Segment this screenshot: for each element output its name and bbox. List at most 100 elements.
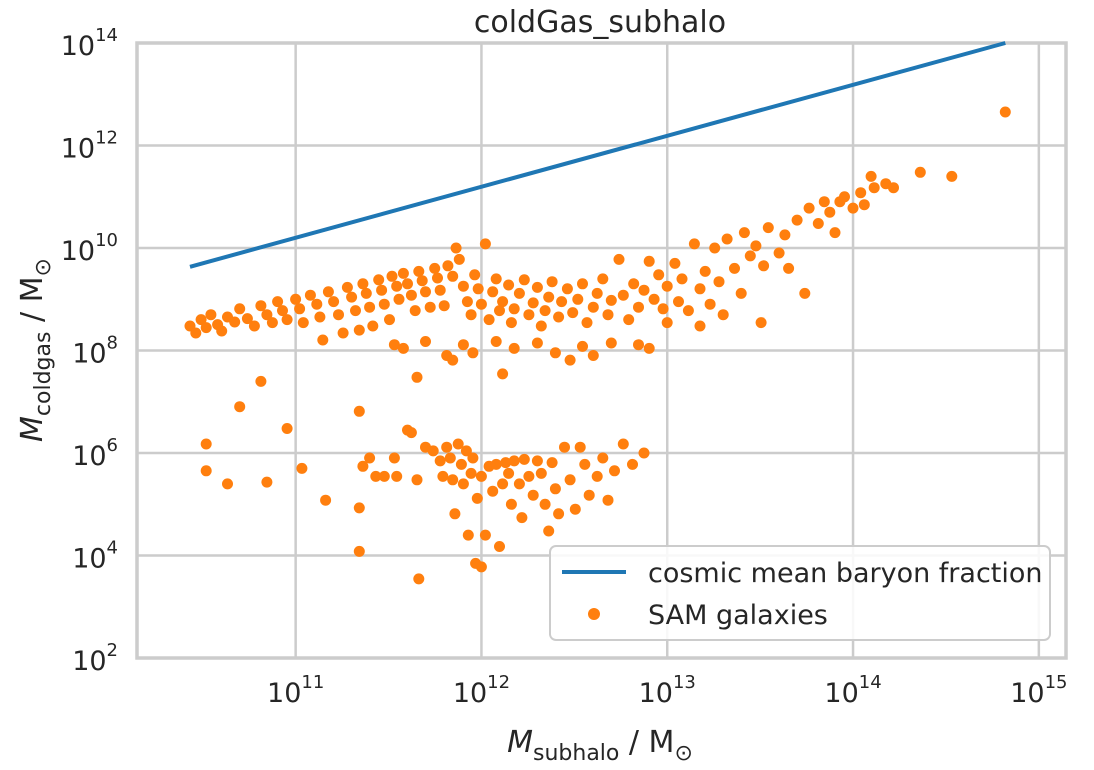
x-axis-label-subscript: subhalo <box>533 741 619 766</box>
data-point <box>527 297 539 309</box>
data-point <box>617 438 629 450</box>
data-point <box>333 309 344 321</box>
legend-box <box>549 545 1051 641</box>
data-point <box>553 311 565 323</box>
data-point <box>467 452 479 464</box>
data-point <box>633 301 644 313</box>
data-point <box>405 427 417 439</box>
data-point <box>467 347 479 359</box>
data-point <box>391 280 403 292</box>
data-point <box>657 303 669 315</box>
data-point <box>457 478 469 490</box>
x-tick-base: 10 <box>1010 678 1044 709</box>
data-point <box>457 339 469 351</box>
data-point <box>750 240 762 252</box>
y-tick-exponent: 14 <box>95 25 118 46</box>
data-point <box>472 283 484 295</box>
data-point <box>546 276 558 288</box>
data-point <box>429 262 441 274</box>
x-tick-label: 1012 <box>453 672 510 709</box>
data-point <box>402 278 413 290</box>
y-tick-base: 10 <box>72 646 106 677</box>
data-point <box>628 278 640 290</box>
y-axis-label-subscript: coldgas <box>31 332 56 417</box>
data-point <box>452 438 464 450</box>
series <box>184 41 1011 585</box>
data-point <box>688 238 700 250</box>
x-axis-label-symbol: M <box>507 725 533 760</box>
data-point <box>508 342 520 354</box>
baryon-fraction-line <box>189 41 1006 269</box>
data-point <box>364 301 376 313</box>
chart-title: coldGas_subhalo <box>474 5 726 40</box>
data-point <box>190 327 202 339</box>
x-tick-exponent: 12 <box>487 672 510 693</box>
data-point <box>503 467 515 479</box>
data-point <box>487 286 499 298</box>
data-point <box>483 314 495 326</box>
data-point <box>449 508 461 520</box>
data-point <box>494 305 505 317</box>
data-point <box>914 166 926 178</box>
data-point <box>261 476 273 488</box>
data-point <box>556 296 568 308</box>
data-point <box>497 478 509 490</box>
data-point <box>818 196 830 208</box>
data-point <box>543 525 555 537</box>
data-point <box>479 238 491 250</box>
data-point <box>627 458 638 470</box>
data-point <box>434 284 446 296</box>
y-tick-exponent: 4 <box>107 538 118 559</box>
data-point <box>248 320 260 332</box>
data-point <box>643 342 655 354</box>
data-point <box>847 202 859 214</box>
data-point <box>591 470 603 482</box>
data-point <box>427 445 439 457</box>
data-point <box>367 320 379 332</box>
data-point <box>281 423 293 434</box>
data-point <box>676 273 688 285</box>
data-point <box>455 458 467 470</box>
data-point <box>518 274 530 286</box>
data-point <box>405 289 417 301</box>
data-point <box>384 314 395 326</box>
data-point <box>755 317 767 329</box>
data-point <box>255 375 267 387</box>
data-point <box>609 465 620 477</box>
data-point <box>543 291 555 303</box>
x-tick-exponent: 11 <box>301 672 324 693</box>
data-point <box>648 293 660 305</box>
data-point <box>508 455 520 467</box>
y-tick-base: 10 <box>72 339 106 370</box>
y-axis-label-symbol: M <box>15 416 50 442</box>
x-tick-base: 10 <box>453 678 487 709</box>
data-point <box>314 311 326 323</box>
data-point <box>539 498 551 510</box>
y-tick-label: 102 <box>72 640 118 677</box>
y-tick-base: 10 <box>72 544 106 575</box>
data-point <box>195 314 207 326</box>
data-point <box>535 467 547 479</box>
data-point <box>500 457 512 469</box>
data-point <box>341 281 353 293</box>
data-point <box>503 279 515 291</box>
data-point <box>376 284 388 296</box>
x-axis-label: Msubhalo / M⊙ <box>507 725 693 766</box>
data-point <box>487 485 499 497</box>
data-point <box>420 286 431 298</box>
data-point <box>613 253 625 265</box>
data-point <box>531 455 543 467</box>
data-point <box>465 467 477 479</box>
x-tick-base: 10 <box>639 678 673 709</box>
data-point <box>564 474 576 486</box>
data-point <box>444 452 456 464</box>
data-point <box>569 503 581 515</box>
data-point <box>437 470 449 482</box>
data-point <box>447 474 459 486</box>
data-point <box>587 350 599 361</box>
data-point <box>490 458 502 470</box>
data-point <box>438 300 450 312</box>
data-point <box>370 470 382 482</box>
legend-label-sam-galaxies: SAM galaxies <box>648 600 828 631</box>
data-point <box>261 309 273 321</box>
